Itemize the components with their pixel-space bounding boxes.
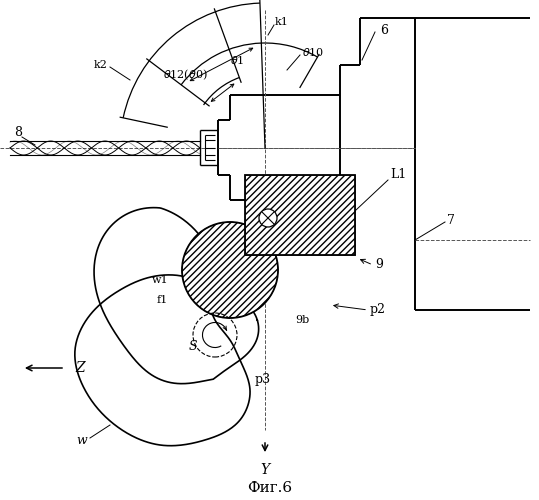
Text: 7: 7 xyxy=(447,214,455,226)
Text: f1: f1 xyxy=(157,295,168,305)
Text: L1: L1 xyxy=(390,168,406,181)
Text: $\theta$12($\theta$0): $\theta$12($\theta$0) xyxy=(163,68,208,82)
Text: w1: w1 xyxy=(151,275,168,285)
Text: 8: 8 xyxy=(14,126,22,138)
Text: 6: 6 xyxy=(380,24,388,36)
Text: Y: Y xyxy=(260,463,270,477)
Text: k2: k2 xyxy=(94,60,108,70)
Bar xyxy=(245,175,355,255)
Text: S: S xyxy=(189,340,197,353)
Text: p2: p2 xyxy=(370,304,386,316)
Text: w: w xyxy=(77,434,87,446)
Text: p3: p3 xyxy=(255,374,271,386)
Text: Z: Z xyxy=(75,361,85,375)
Bar xyxy=(245,175,355,255)
Circle shape xyxy=(182,222,278,318)
Text: 9: 9 xyxy=(375,258,383,272)
Text: 9a: 9a xyxy=(213,243,227,253)
Text: k1: k1 xyxy=(275,17,289,27)
Circle shape xyxy=(259,209,277,227)
Text: $\theta$10: $\theta$10 xyxy=(302,46,324,58)
Text: Фиг.6: Фиг.6 xyxy=(247,481,293,495)
Text: $\theta$1: $\theta$1 xyxy=(230,54,244,66)
Text: 9b: 9b xyxy=(295,315,309,325)
